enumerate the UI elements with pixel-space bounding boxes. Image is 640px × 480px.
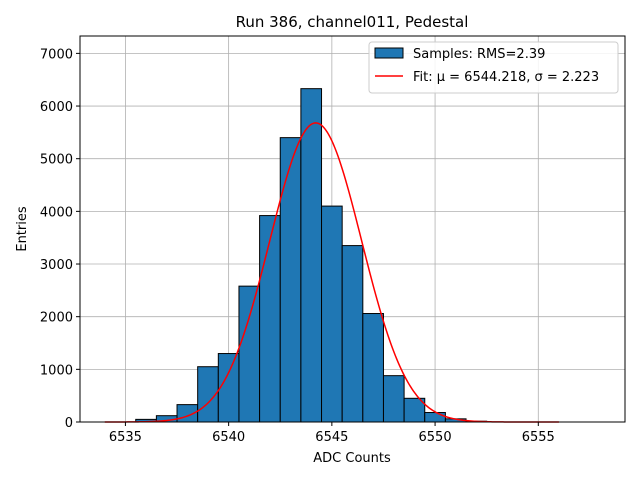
legend-box bbox=[368, 41, 619, 94]
x-tick-label: 6555 bbox=[522, 430, 555, 445]
y-tick-label: 3000 bbox=[40, 258, 73, 273]
histogram-bar bbox=[259, 215, 281, 423]
histogram-bar bbox=[321, 205, 343, 423]
y-tick-label: 1000 bbox=[40, 363, 73, 378]
x-tick-label: 6545 bbox=[315, 430, 348, 445]
y-tick-label: 6000 bbox=[40, 100, 73, 115]
legend: Samples: RMS=2.39 Fit: μ = 6544.218, σ =… bbox=[368, 41, 619, 94]
x-tick-label: 6540 bbox=[212, 430, 245, 445]
x-axis-ticks: 6535 6540 6545 6550 6555 bbox=[109, 422, 555, 445]
histogram-bar bbox=[341, 245, 364, 423]
histogram-bar bbox=[424, 412, 446, 423]
x-tick-label: 6535 bbox=[109, 430, 142, 445]
y-axis-ticks: 0 1000 2000 3000 4000 5000 6000 7000 bbox=[40, 47, 80, 431]
y-tick-label: 7000 bbox=[40, 47, 73, 62]
y-axis-label: Entries bbox=[15, 206, 30, 252]
histogram-bar bbox=[300, 88, 323, 423]
histogram-bar bbox=[238, 285, 261, 423]
chart-title: Run 386, channel011, Pedestal bbox=[236, 13, 469, 31]
histogram-bar bbox=[279, 137, 302, 423]
x-tick-label: 6550 bbox=[419, 430, 452, 445]
y-tick-label: 2000 bbox=[40, 311, 73, 326]
y-tick-label: 0 bbox=[65, 416, 73, 431]
x-axis-label: ADC Counts bbox=[313, 451, 391, 466]
histogram-bar bbox=[382, 375, 405, 423]
y-tick-label: 5000 bbox=[40, 153, 73, 168]
histogram-bar bbox=[217, 353, 240, 423]
legend-samples-label: Samples: RMS=2.39 bbox=[413, 47, 545, 62]
y-tick-label: 4000 bbox=[40, 205, 73, 220]
plot-frame bbox=[79, 35, 626, 423]
histogram-bar bbox=[362, 313, 384, 423]
histogram-bars bbox=[135, 88, 488, 423]
legend-fit-label: Fit: μ = 6544.218, σ = 2.223 bbox=[413, 70, 599, 85]
legend-samples-swatch bbox=[374, 47, 404, 59]
